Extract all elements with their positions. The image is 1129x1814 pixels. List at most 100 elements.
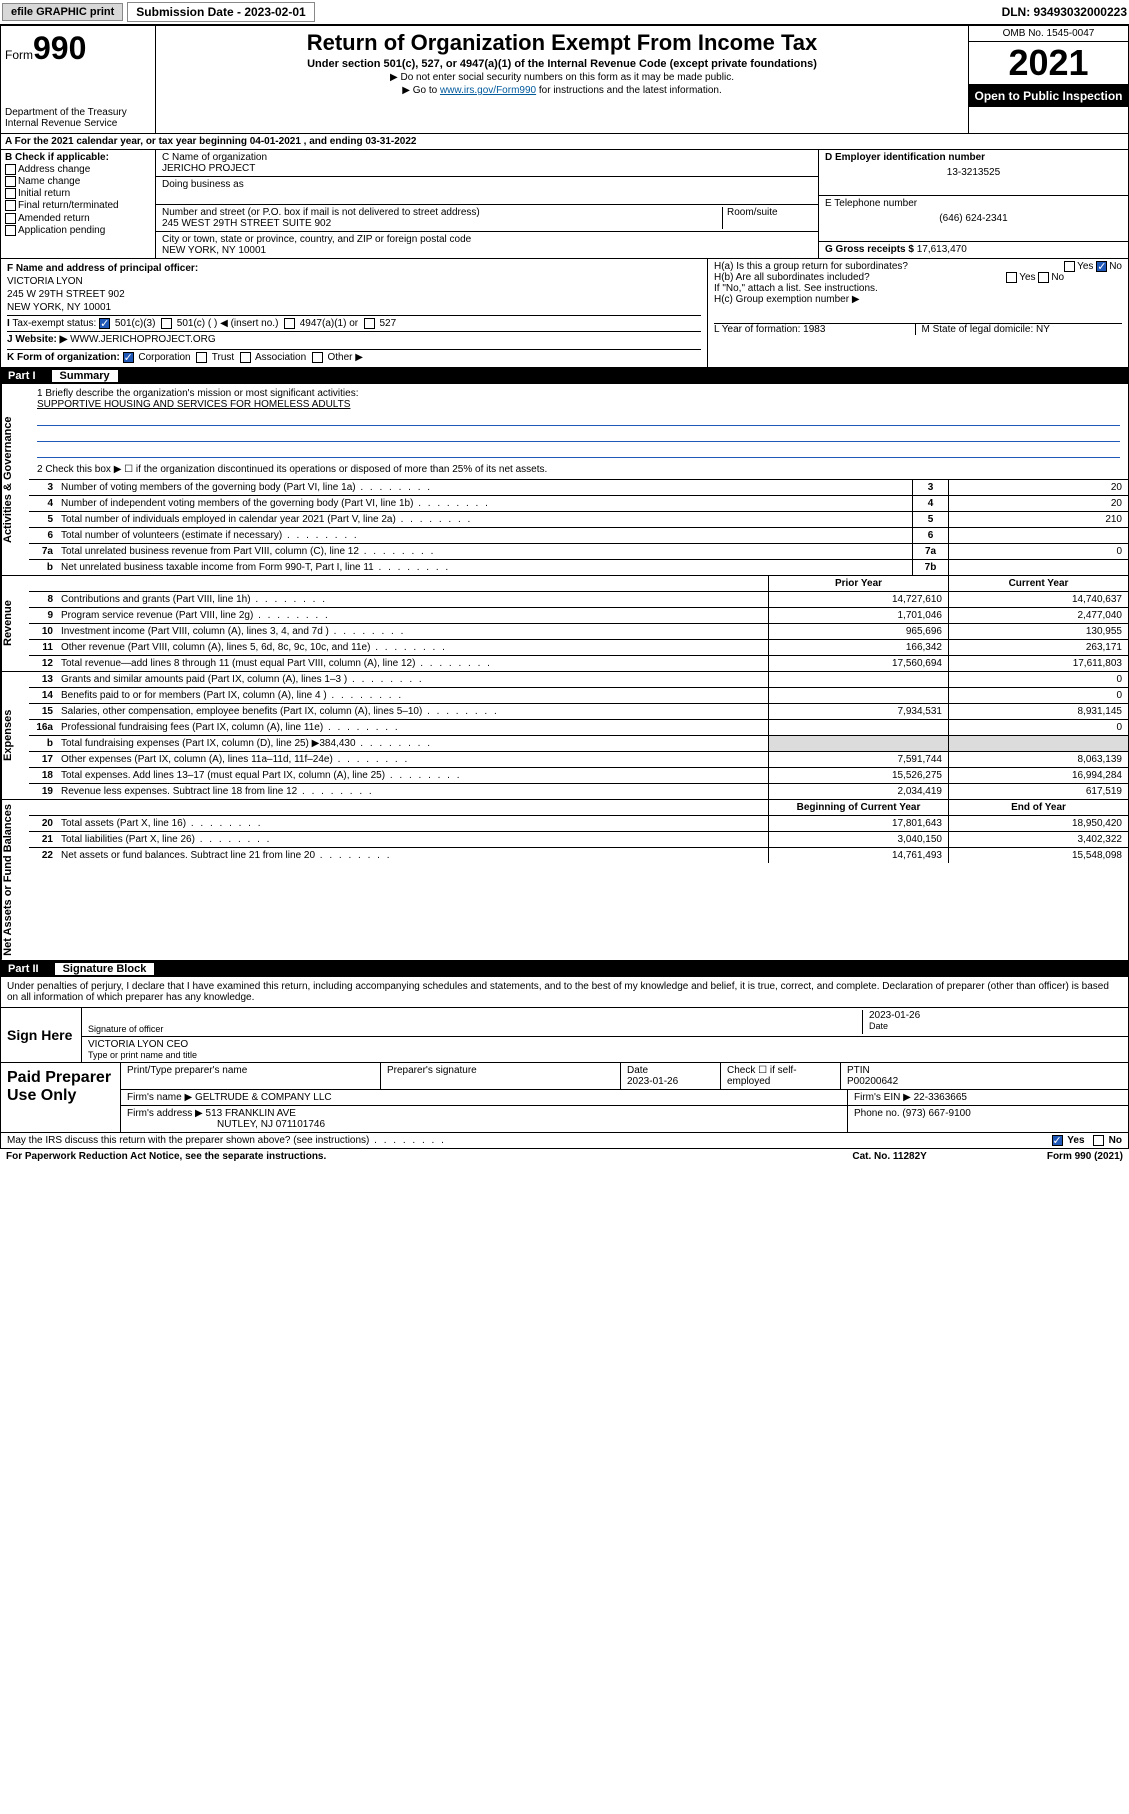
form-prefix: Form [5,48,33,62]
part1-title: Summary [52,370,118,382]
chk-address[interactable]: Address change [5,164,151,175]
table-row: 22Net assets or fund balances. Subtract … [29,848,1128,863]
firm-ein-label: Firm's EIN ▶ [854,1092,911,1103]
chk-corp[interactable] [123,352,134,363]
chk-final[interactable]: Final return/terminated [5,200,151,211]
form-header: Form990 Department of the Treasury Inter… [0,25,1129,134]
chk-501c3[interactable] [99,318,110,329]
prep-date-value: 2023-01-26 [627,1076,678,1087]
ha-yes[interactable] [1064,261,1075,272]
sig-declaration: Under penalties of perjury, I declare th… [1,977,1128,1008]
part2-title: Signature Block [55,963,155,975]
mission-block: 1 Briefly describe the organization's mi… [29,384,1128,480]
header-center: Return of Organization Exempt From Incom… [156,26,968,133]
prep-phone: (973) 667-9100 [902,1108,970,1119]
cat-no: Cat. No. 11282Y [852,1151,926,1162]
side-expenses: Expenses [1,672,29,799]
discuss-yes[interactable] [1052,1135,1063,1146]
part1-header: Part I Summary [0,368,1129,384]
current-year-header: Current Year [948,576,1128,591]
ha-no-label: No [1109,261,1122,272]
j-label: Website: ▶ [15,334,67,345]
sig-type-label: Type or print name and title [88,1050,1122,1060]
preparer-label: Paid Preparer Use Only [1,1063,121,1132]
officer-addr1: 245 W 29TH STREET 902 [7,289,701,300]
rev-header: Prior Year Current Year [29,576,1128,592]
note-ssn: ▶ Do not enter social security numbers o… [160,72,964,83]
table-row: 20Total assets (Part X, line 16)17,801,6… [29,816,1128,832]
name-label: C Name of organization [162,152,812,163]
preparer-block: Paid Preparer Use Only Print/Type prepar… [0,1063,1129,1133]
opt-other: Other ▶ [327,352,362,363]
table-row: 10Investment income (Part VIII, column (… [29,624,1128,640]
phone-label: E Telephone number [825,198,1122,209]
col-b: B Check if applicable: Address change Na… [1,150,156,258]
officer-addr2: NEW YORK, NY 10001 [7,302,701,316]
dept-label: Department of the Treasury Internal Reve… [5,107,151,129]
omb-number: OMB No. 1545-0047 [969,26,1128,42]
bal-header: Beginning of Current Year End of Year [29,800,1128,816]
efile-button[interactable]: efile GRAPHIC print [2,3,123,21]
chk-other[interactable] [312,352,323,363]
discuss-no[interactable] [1093,1135,1104,1146]
side-balances: Net Assets or Fund Balances [1,800,29,960]
chk-501c[interactable] [161,318,172,329]
fijk-right: H(a) Is this a group return for subordin… [708,259,1128,367]
table-row: 11Other revenue (Part VIII, column (A), … [29,640,1128,656]
expenses-section: Expenses 13Grants and similar amounts pa… [0,672,1129,800]
table-row: 16aProfessional fundraising fees (Part I… [29,720,1128,736]
chk-amended[interactable]: Amended return [5,213,151,224]
sign-here-label: Sign Here [1,1008,81,1062]
end-year-header: End of Year [948,800,1128,815]
hb-note: If "No," attach a list. See instructions… [714,283,1122,294]
table-row: 5Total number of individuals employed in… [29,512,1128,528]
chk-4947[interactable] [284,318,295,329]
discuss-row: May the IRS discuss this return with the… [0,1133,1129,1149]
chk-trust[interactable] [196,352,207,363]
block-bcd: B Check if applicable: Address change Na… [0,150,1129,259]
note2-post: for instructions and the latest informat… [536,85,722,96]
firm-ein: 22-3363665 [914,1092,967,1103]
paperwork-row: For Paperwork Reduction Act Notice, see … [0,1149,1129,1164]
street-value: 245 WEST 29TH STREET SUITE 902 [162,218,722,229]
hb-no[interactable] [1038,272,1049,283]
prep-name-header: Print/Type preparer's name [121,1063,381,1089]
gross-value: 17,613,470 [917,244,967,255]
note-link: ▶ Go to www.irs.gov/Form990 for instruct… [160,85,964,96]
city-label: City or town, state or province, country… [162,234,812,245]
table-row: 17Other expenses (Part IX, column (A), l… [29,752,1128,768]
opt-527: 527 [379,318,396,329]
line-a: A For the 2021 calendar year, or tax yea… [0,134,1129,150]
prep-sig-header: Preparer's signature [381,1063,621,1089]
col-c: C Name of organization JERICHO PROJECT D… [156,150,818,258]
line2-text: 2 Check this box ▶ ☐ if the organization… [37,464,1120,475]
sig-date-value: 2023-01-26 [869,1010,1122,1021]
irs-link[interactable]: www.irs.gov/Form990 [440,85,536,96]
chk-name[interactable]: Name change [5,176,151,187]
block-fk: F Name and address of principal officer:… [0,259,1129,368]
part2-header: Part II Signature Block [0,961,1129,977]
phone-value: (646) 624-2341 [825,213,1122,224]
firm-addr-label: Firm's address ▶ [127,1108,203,1119]
open-inspection: Open to Public Inspection [969,85,1128,107]
part1-label: Part I [8,370,36,382]
governance-section: Activities & Governance 1 Briefly descri… [0,384,1129,576]
ha-no[interactable] [1096,261,1107,272]
table-row: 4Number of independent voting members of… [29,496,1128,512]
opt-501c: 501(c) ( ) ◀ (insert no.) [177,318,279,329]
prep-check-label: Check ☐ if self-employed [721,1063,841,1089]
yes-label: Yes [1067,1135,1084,1146]
discuss-text: May the IRS discuss this return with the… [7,1135,1052,1146]
room-label: Room/suite [722,207,812,229]
table-row: bNet unrelated business taxable income f… [29,560,1128,575]
city-value: NEW YORK, NY 10001 [162,245,812,256]
chk-initial[interactable]: Initial return [5,188,151,199]
chk-527[interactable] [364,318,375,329]
chk-assoc[interactable] [240,352,251,363]
balances-section: Net Assets or Fund Balances Beginning of… [0,800,1129,961]
table-row: 12Total revenue—add lines 8 through 11 (… [29,656,1128,671]
chk-pending[interactable]: Application pending [5,225,151,236]
ptin-label: PTIN [847,1065,870,1076]
table-row: 9Program service revenue (Part VIII, lin… [29,608,1128,624]
hb-yes[interactable] [1006,272,1017,283]
